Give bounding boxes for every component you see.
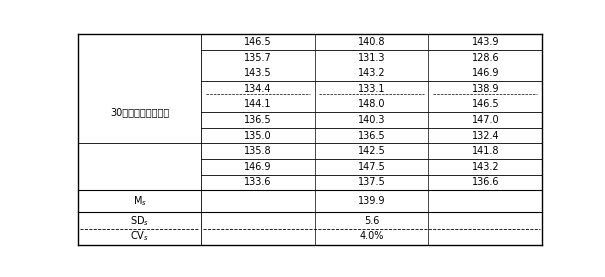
Text: 131.3: 131.3 [358, 53, 385, 63]
Text: 133.1: 133.1 [358, 84, 385, 94]
Text: 147.0: 147.0 [471, 115, 499, 125]
Text: 143.2: 143.2 [471, 162, 499, 172]
Text: 5.6: 5.6 [364, 216, 379, 226]
Text: 148.0: 148.0 [358, 99, 385, 109]
Text: M$_s$: M$_s$ [132, 194, 146, 208]
Text: 142.5: 142.5 [358, 146, 385, 156]
Text: 143.9: 143.9 [471, 37, 499, 47]
Text: 30次重复测定平均値: 30次重复测定平均値 [110, 107, 169, 117]
Text: 135.0: 135.0 [244, 131, 272, 141]
Text: 140.3: 140.3 [358, 115, 385, 125]
Text: 141.8: 141.8 [471, 146, 499, 156]
Text: 146.5: 146.5 [244, 37, 272, 47]
Text: 132.4: 132.4 [471, 131, 499, 141]
Text: 4.0%: 4.0% [359, 231, 384, 241]
Text: 136.6: 136.6 [471, 178, 499, 188]
Text: 140.8: 140.8 [358, 37, 385, 47]
Text: 136.5: 136.5 [358, 131, 385, 141]
Text: 138.9: 138.9 [471, 84, 499, 94]
Text: 128.6: 128.6 [471, 53, 499, 63]
Text: 146.5: 146.5 [471, 99, 499, 109]
Text: 136.5: 136.5 [244, 115, 272, 125]
Text: SD$_s$: SD$_s$ [130, 214, 149, 228]
Text: 134.4: 134.4 [244, 84, 272, 94]
Text: 144.1: 144.1 [244, 99, 272, 109]
Text: 146.9: 146.9 [244, 162, 272, 172]
Text: 137.5: 137.5 [358, 178, 385, 188]
Text: 133.6: 133.6 [244, 178, 272, 188]
Text: 139.9: 139.9 [358, 196, 385, 206]
Text: 135.7: 135.7 [244, 53, 272, 63]
Text: 147.5: 147.5 [358, 162, 385, 172]
Text: 143.2: 143.2 [358, 68, 385, 78]
Text: 135.8: 135.8 [244, 146, 272, 156]
Text: CV$_s$: CV$_s$ [130, 229, 149, 243]
Text: 143.5: 143.5 [244, 68, 272, 78]
Text: 146.9: 146.9 [471, 68, 499, 78]
